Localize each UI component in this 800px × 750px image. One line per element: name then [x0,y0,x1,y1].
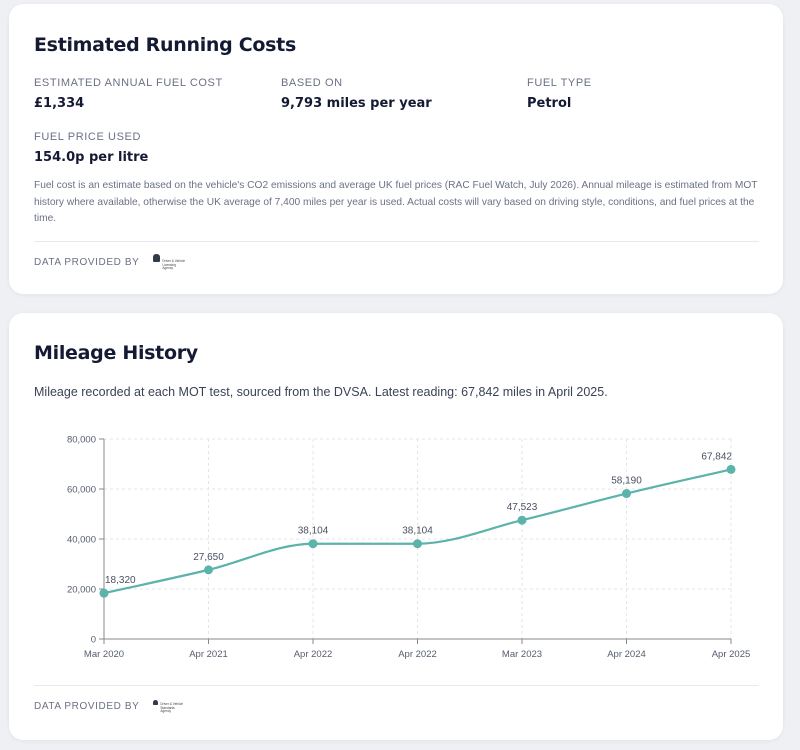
data-label: 67,842 [701,451,732,462]
stat-label: FUEL PRICE USED [34,131,142,143]
y-tick-label: 20,000 [67,585,96,596]
mileage-chart: 0 20,000 40,000 60,000 80,000 Mar 2020 Apr 202… [67,435,751,661]
dvla-logo-text: Driver & Vehicle Licensing Agency [162,259,186,271]
stat-fuel-type: FUEL TYPE Petrol [527,77,592,111]
mileage-history-title: Mileage History [34,342,198,364]
data-label: 27,650 [193,552,224,563]
data-point [413,539,422,549]
mileage-history-subtitle: Mileage recorded at each MOT test, sourc… [34,385,608,399]
divider [34,241,759,242]
dvla-logo: Driver & Vehicle Licensing Agency [153,254,185,271]
data-point [622,489,631,499]
data-provided-by: DATA PROVIDED BY Driver & Vehicle Licens… [34,254,185,271]
dvsa-logo: Driver & Vehicle Standards Agency [153,700,183,714]
x-tick-label: Apr 2024 [607,649,646,660]
data-provided-by-label: DATA PROVIDED BY [34,701,140,713]
crest-icon [153,254,161,262]
stat-annual-fuel-cost: ESTIMATED ANNUAL FUEL COST £1,334 [34,77,223,111]
fuel-cost-note: Fuel cost is an estimate based on the ve… [34,180,758,224]
stat-label: ESTIMATED ANNUAL FUEL COST [34,77,223,89]
divider [34,685,759,686]
data-point [99,588,109,598]
y-tick-label: 80,000 [67,435,96,446]
data-point [308,539,318,549]
data-label: 38,104 [402,526,433,537]
stat-value: 154.0p per litre [34,150,149,165]
data-point [204,565,213,575]
x-tick-label: Apr 2021 [189,649,228,660]
stat-based-on: BASED ON 9,793 miles per year [281,77,432,111]
stat-value: 9,793 miles per year [281,96,432,111]
running-costs-title: Estimated Running Costs [34,34,296,56]
x-tick-label: Mar 2020 [84,649,124,660]
stat-label: FUEL TYPE [527,77,592,89]
mileage-history-card: Mileage History Mileage recorded at each… [9,313,783,740]
x-tick-label: Mar 2023 [502,649,542,660]
dvsa-logo-text: Driver & Vehicle Standards Agency [160,702,184,714]
data-point [726,464,736,474]
x-tick-label: Apr 2022 [294,649,333,660]
x-tick-label: Apr 2025 [712,649,751,660]
data-label: 38,104 [298,526,329,537]
y-tick-label: 0 [91,635,96,646]
stat-value: Petrol [527,96,572,111]
data-label: 18,320 [105,575,136,586]
crest-icon [153,700,159,705]
stat-fuel-price: FUEL PRICE USED 154.0p per litre [34,131,148,165]
x-tick-label: Apr 2022 [398,649,437,660]
y-tick-label: 40,000 [67,535,96,546]
running-costs-card: Estimated Running Costs ESTIMATED ANNUAL… [9,4,783,294]
data-provided-by-label: DATA PROVIDED BY [34,256,140,268]
data-provided-by: DATA PROVIDED BY Driver & Vehicle Standa… [34,700,183,714]
stat-label: BASED ON [281,77,343,89]
data-label: 58,190 [611,476,642,487]
data-label: 47,523 [507,502,538,513]
data-point [517,515,527,525]
y-tick-label: 60,000 [67,485,96,496]
stat-value: £1,334 [34,96,85,111]
